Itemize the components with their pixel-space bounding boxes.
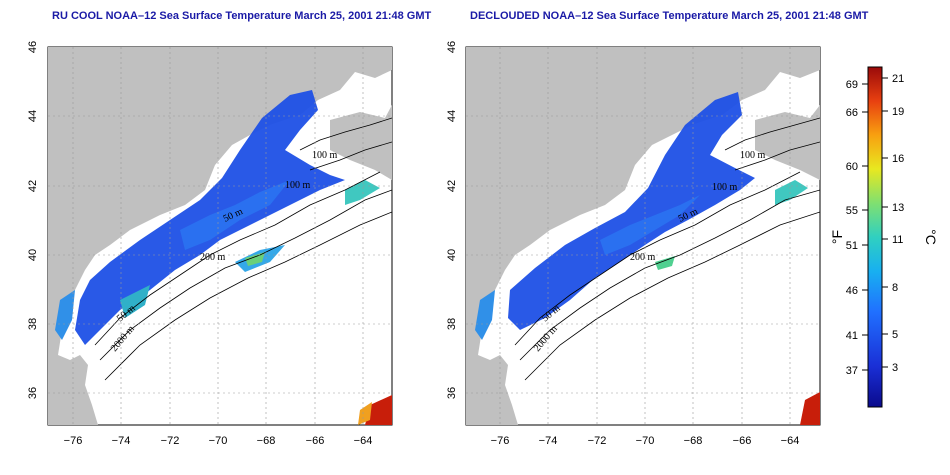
lon-tick-label: −70	[636, 435, 655, 447]
colorbar-c-ticks: 21 19 16 13 11 8 5 3	[892, 73, 904, 374]
lon-tick-label: −76	[64, 435, 83, 447]
land-mass	[48, 47, 392, 425]
lon-tick-label: −72	[161, 435, 180, 447]
f-tick-label: 51	[846, 240, 858, 252]
contour-label: 100 m	[312, 150, 338, 161]
lon-tick-label: −74	[112, 435, 131, 447]
lat-tick-label: 44	[446, 110, 458, 122]
lat-tick-label: 40	[27, 249, 39, 261]
lat-axis-right: 36 38 40 42 44 46	[446, 41, 458, 399]
f-tick-label: 37	[846, 365, 858, 377]
panel-title-right: DECLOUDED NOAA–12 Sea Surface Temperatur…	[470, 10, 869, 22]
colorbar: 69 66 60 55 51 46 41 37 21 19 16 13 11 8	[829, 66, 939, 408]
lon-tick-label: −72	[588, 435, 607, 447]
contour-label: 100 m	[740, 150, 766, 161]
lon-tick-label: −64	[781, 435, 800, 447]
map-panel-right: 100 m 50 m 200 m 50 m 2000 m 100 m −76 −…	[446, 41, 821, 447]
lat-tick-label: 40	[446, 249, 458, 261]
c-tick-label: 3	[892, 362, 898, 374]
c-tick-label: 16	[892, 153, 904, 165]
c-tick-label: 13	[892, 202, 904, 214]
contour-label: 200 m	[200, 252, 226, 263]
lat-tick-label: 42	[446, 180, 458, 192]
lon-tick-label: −66	[306, 435, 325, 447]
lat-tick-label: 38	[446, 318, 458, 330]
contour-label: 100 m	[285, 180, 311, 191]
lon-tick-label: −68	[684, 435, 703, 447]
contour-label: 100 m	[712, 182, 738, 193]
f-tick-label: 66	[846, 107, 858, 119]
sst-warm-patch	[800, 392, 820, 425]
map-panel-left: 100 m 50 m 200 m 50 m 2000 m 100 m −76 −…	[27, 41, 393, 447]
lon-tick-label: −66	[733, 435, 752, 447]
sst-warm-patch	[365, 395, 392, 425]
lon-tick-label: −76	[491, 435, 510, 447]
panel-title-left: RU COOL NOAA–12 Sea Surface Temperature …	[52, 10, 432, 22]
c-tick-label: 5	[892, 329, 898, 341]
lat-tick-label: 44	[27, 110, 39, 122]
lon-tick-label: −74	[539, 435, 558, 447]
contour-label: 200 m	[630, 252, 656, 263]
lon-tick-label: −70	[209, 435, 228, 447]
fahrenheit-unit-label: °F	[829, 230, 845, 244]
bathymetry-contours	[514, 117, 820, 381]
lat-tick-label: 42	[27, 180, 39, 192]
sst-patch-main	[508, 92, 755, 330]
lon-tick-label: −68	[257, 435, 276, 447]
f-tick-label: 60	[846, 161, 858, 173]
lon-axis-left: −76 −74 −72 −70 −68 −66 −64	[64, 435, 373, 447]
celsius-unit-label: °C	[923, 229, 939, 245]
f-tick-label: 55	[846, 205, 858, 217]
colorbar-tick-marks	[862, 77, 888, 371]
c-tick-label: 11	[892, 234, 903, 246]
f-tick-label: 69	[846, 79, 858, 91]
bathymetry-contours	[94, 117, 392, 381]
lat-tick-label: 38	[27, 318, 39, 330]
f-tick-label: 41	[846, 330, 858, 342]
f-tick-label: 46	[846, 285, 858, 297]
colorbar-f-ticks: 69 66 60 55 51 46 41 37	[846, 79, 858, 377]
lat-tick-label: 46	[27, 41, 39, 53]
c-tick-label: 21	[892, 73, 904, 85]
lat-tick-label: 46	[446, 41, 458, 53]
c-tick-label: 8	[892, 282, 898, 294]
lon-tick-label: −64	[354, 435, 373, 447]
lat-axis-left: 36 38 40 42 44 46	[27, 41, 39, 399]
lon-axis-right: −76 −74 −72 −70 −68 −66 −64	[491, 435, 800, 447]
land-mass	[466, 47, 820, 425]
lat-tick-label: 36	[27, 387, 39, 399]
graticule	[466, 47, 820, 425]
colorbar-ramp	[867, 66, 883, 408]
graticule	[48, 47, 392, 425]
c-tick-label: 19	[892, 106, 904, 118]
lat-tick-label: 36	[446, 387, 458, 399]
